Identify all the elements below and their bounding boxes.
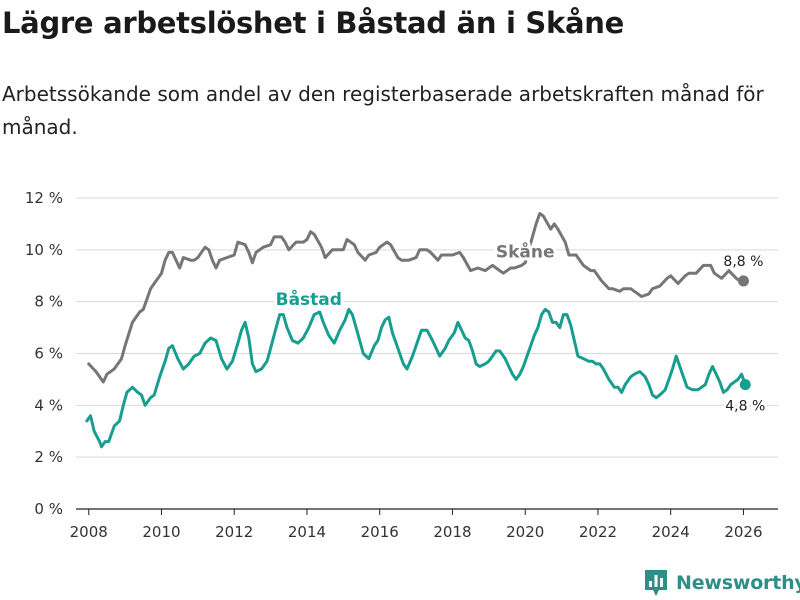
skane-series-line: [87, 212, 745, 384]
skane-end-value-label: 8,8 %: [723, 254, 763, 270]
x-tick-label: 2012: [215, 523, 253, 541]
x-tick-label: 2022: [579, 523, 617, 541]
skane-end-point: [737, 275, 749, 287]
y-tick-label: 8 %: [34, 293, 63, 311]
axes: 0 % 2 % 4 % 6 % 8 % 10 % 12 % 2008 2010 2012 2014 2…: [25, 189, 778, 541]
bastad-end-value-label: 4,8 %: [725, 399, 765, 415]
bastad-series-line: [85, 307, 747, 449]
skane-label-halo: Skåne: [496, 241, 555, 263]
newsworthy-brand: Newsworthy: [644, 568, 800, 598]
bastad-end-label-halo: 4,8 %: [725, 399, 765, 415]
series-lines: [85, 212, 751, 449]
y-tick-label: 6 %: [34, 345, 63, 363]
x-tick-label: 2020: [506, 523, 544, 541]
bastad-end-point: [739, 379, 751, 391]
chart-subtitle: Arbetssökande som andel av den registerb…: [2, 82, 764, 139]
bastad-series-label: Båstad: [276, 288, 342, 310]
gridlines: [76, 197, 778, 458]
x-tick-label: 2026: [724, 523, 762, 541]
y-tick-label: 4 %: [34, 396, 63, 414]
x-tick-label: 2008: [70, 523, 108, 541]
x-tick-label: 2010: [142, 523, 180, 541]
y-tick-label: 12 %: [25, 189, 63, 207]
skane-end-label-halo: 8,8 %: [723, 254, 763, 270]
y-tick-label: 2 %: [34, 448, 63, 466]
x-tick-label: 2018: [433, 523, 471, 541]
x-tick-label: 2016: [361, 523, 399, 541]
brand-name: Newsworthy: [676, 572, 800, 594]
chart-title: Lägre arbetslöshet i Båstad än i Skåne: [2, 6, 624, 40]
newsworthy-logo-icon: [645, 570, 667, 596]
x-tick-label: 2024: [652, 523, 690, 541]
skane-series-label: Skåne: [496, 241, 555, 263]
y-tick-label: 10 %: [25, 241, 63, 259]
y-tick-label: 0 %: [34, 500, 63, 518]
bastad-label-halo: Båstad: [276, 288, 342, 310]
x-tick-label: 2014: [288, 523, 326, 541]
